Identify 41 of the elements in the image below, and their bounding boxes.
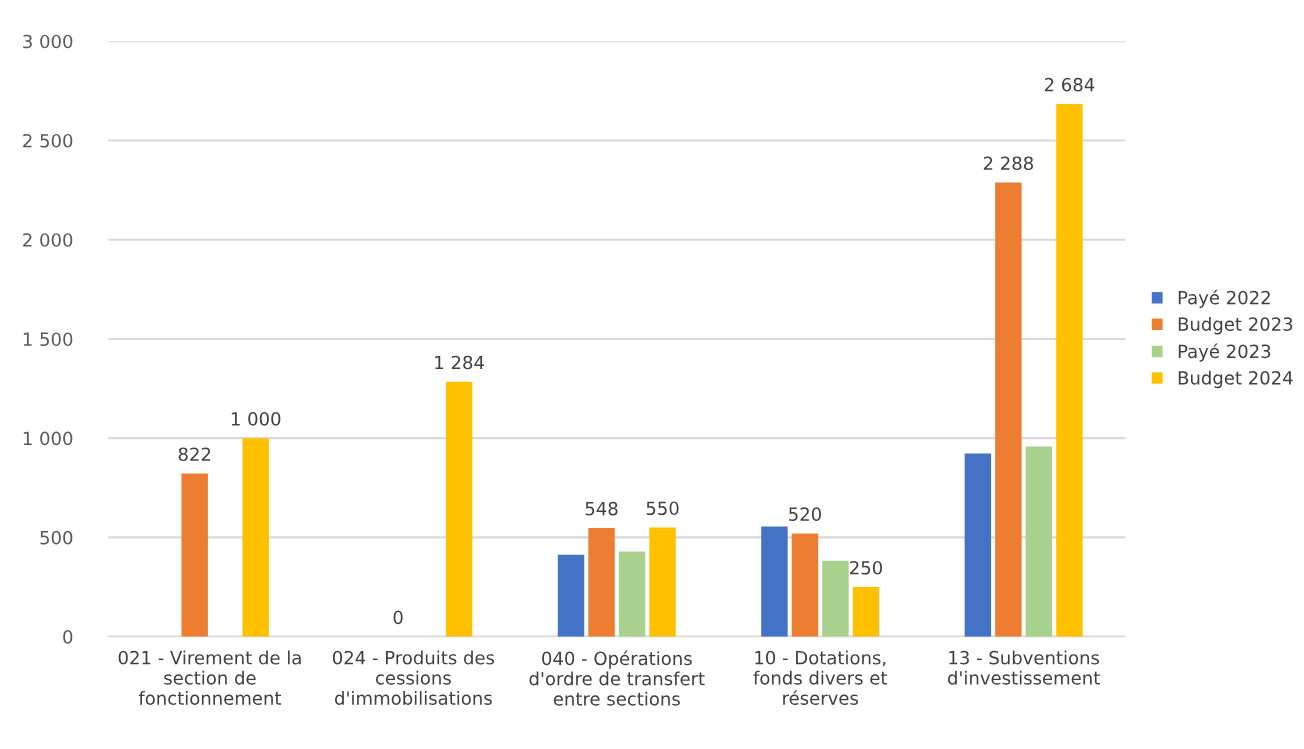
bar <box>649 527 676 637</box>
bar <box>822 560 849 637</box>
data-label: 0 <box>393 610 403 625</box>
bar <box>588 527 615 637</box>
bar <box>1025 446 1053 637</box>
bar <box>618 551 646 637</box>
data-label: 2 684 <box>1044 77 1095 92</box>
legend-label: Budget 2024 <box>1178 370 1293 389</box>
data-label: 250 <box>850 560 883 575</box>
data-label: 1 284 <box>435 355 484 370</box>
bar <box>995 182 1022 637</box>
x-tick-label: 040 - Opérations d'ordre de transfert entre sections <box>529 650 705 706</box>
bar <box>181 473 208 637</box>
legend-label: Budget 2023 <box>1178 316 1293 335</box>
y-tick-label: 1 500 <box>23 332 73 347</box>
y-tick-label: 0 <box>63 630 73 644</box>
bar <box>964 453 992 637</box>
bar <box>557 554 585 637</box>
legend-label: Payé 2023 <box>1178 343 1271 362</box>
data-label: 2 288 <box>983 156 1033 171</box>
data-label: 520 <box>789 507 821 522</box>
bar <box>852 587 880 637</box>
x-tick-label: 021 - Virement de la section de fonctionnement <box>118 650 301 705</box>
data-label: 548 <box>585 501 618 516</box>
y-tick-label: 1 000 <box>23 431 73 446</box>
data-label: 550 <box>646 501 679 516</box>
bar <box>761 526 788 637</box>
data-label: 1 000 <box>231 412 281 426</box>
data-label: 822 <box>178 447 211 462</box>
y-tick-label: 500 <box>40 530 73 545</box>
y-tick-label: 2 000 <box>23 233 73 247</box>
bar <box>445 381 473 637</box>
x-tick-label: 024 - Produits des cessions d'immobilisations <box>332 650 495 705</box>
y-tick-label: 2 500 <box>23 133 73 148</box>
bar <box>791 533 819 637</box>
legend-label: Payé 2022 <box>1178 289 1270 308</box>
x-tick-label: 13 - Subventions d'investissement <box>947 650 1100 685</box>
y-tick-label: 3 000 <box>23 34 73 49</box>
x-tick-label: 10 - Dotations, fonds divers et réserves <box>753 650 888 705</box>
bar <box>242 438 269 637</box>
bar <box>1056 103 1083 637</box>
